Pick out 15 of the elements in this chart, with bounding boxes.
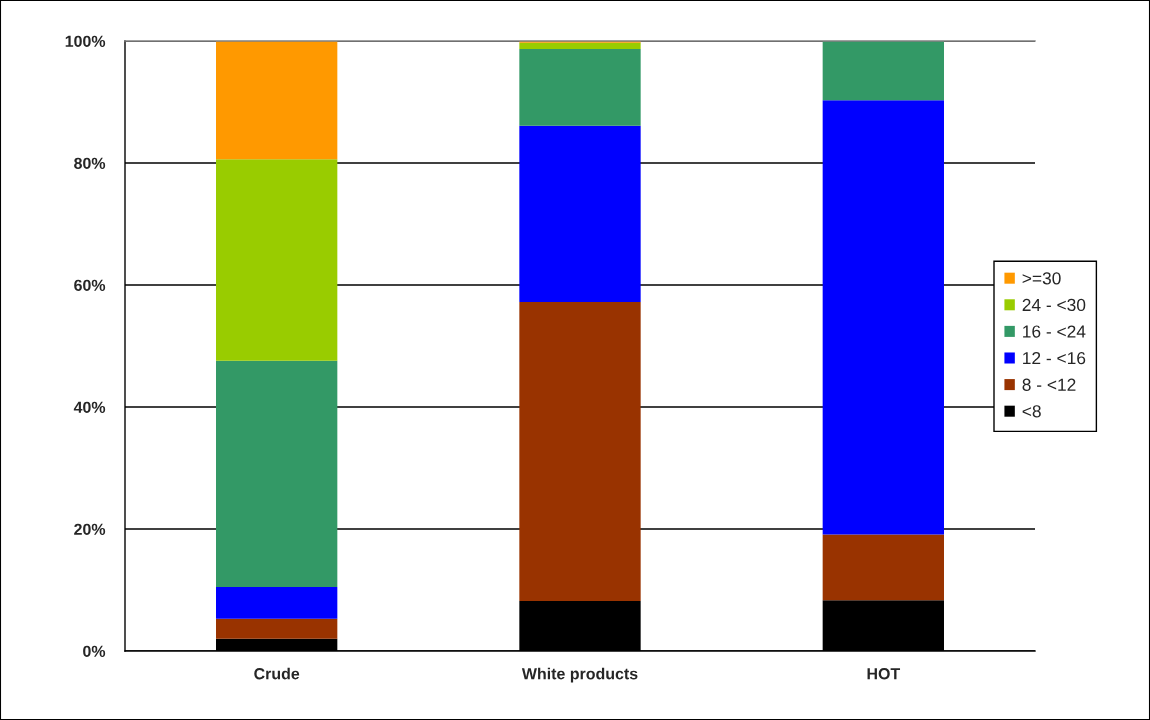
y-tick-label: 20% xyxy=(74,523,106,535)
legend-label: 8 - <12 xyxy=(1022,378,1076,391)
legend-label: 16 - <24 xyxy=(1023,325,1086,338)
legend-label: 24 - <30 xyxy=(1022,298,1086,312)
y-tick-label: 60% xyxy=(74,279,106,291)
x-tick-label: White products xyxy=(521,667,638,683)
legend-label: >=30 xyxy=(1022,272,1061,285)
legend-label: <8 xyxy=(1022,405,1041,418)
y-tick-label: 80% xyxy=(74,157,106,169)
legend-label: 12 - <16 xyxy=(1023,351,1086,365)
y-tick-label: 100% xyxy=(65,35,106,47)
y-tick-label: 0% xyxy=(83,645,106,657)
x-tick-label: HOT xyxy=(867,668,901,680)
y-tick-label: 40% xyxy=(73,401,106,413)
x-tick-label: Crude xyxy=(254,667,300,680)
